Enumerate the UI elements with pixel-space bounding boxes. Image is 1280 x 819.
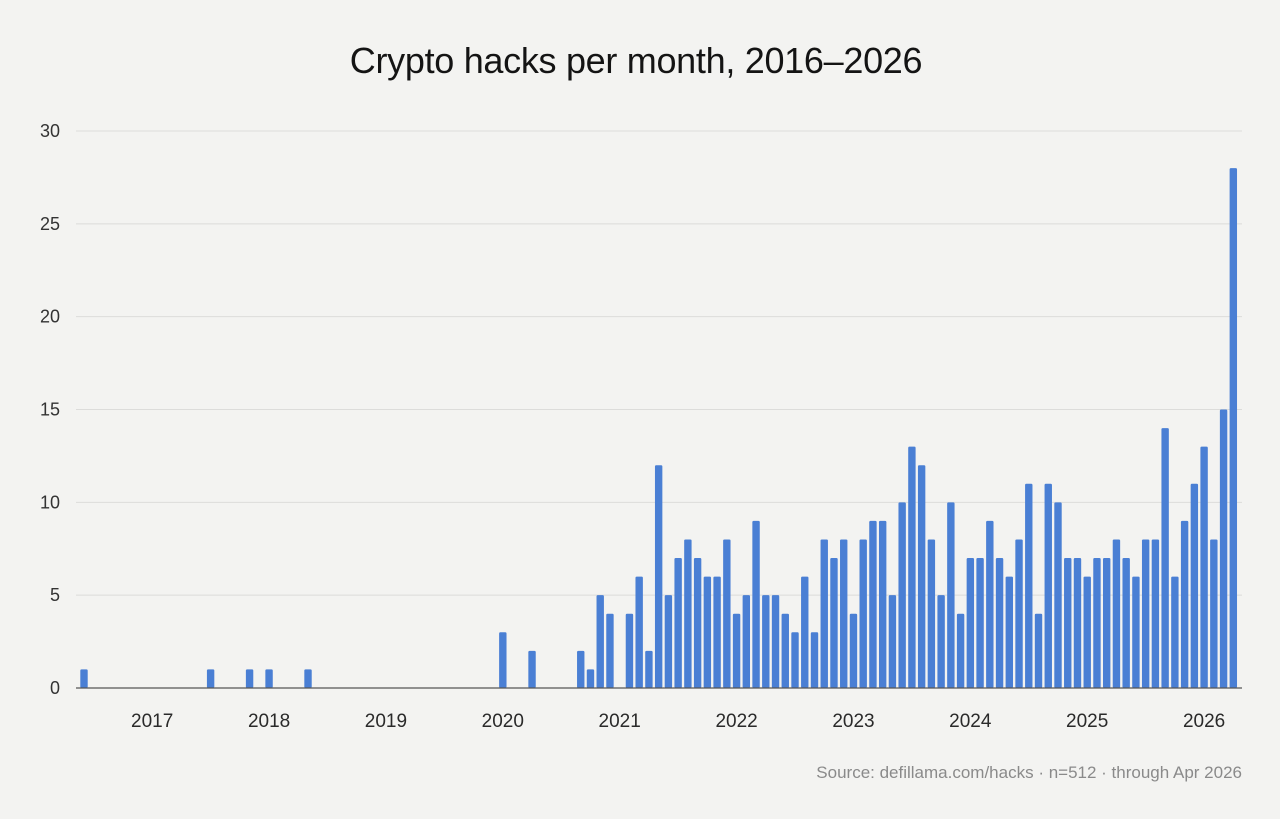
bar-2023-07 (908, 446, 916, 688)
bar-2020-11 (596, 595, 604, 688)
bar-2023-02 (859, 539, 867, 688)
y-tick-label: 15 (40, 400, 60, 420)
bar-2021-04 (645, 650, 653, 688)
bar-2024-08 (1034, 613, 1043, 688)
y-tick-label: 25 (40, 214, 60, 234)
bar-2022-12 (840, 539, 848, 688)
bar-2021-12 (723, 539, 731, 688)
bar-2023-04 (878, 520, 887, 688)
bar-2021-08 (684, 539, 692, 688)
bar-2023-11 (947, 502, 955, 688)
bar-2023-08 (917, 465, 926, 688)
bar-2020-10 (586, 669, 595, 688)
bar-2022-04 (762, 595, 770, 688)
y-tick-label: 20 (40, 307, 60, 327)
bar-2021-07 (674, 558, 682, 688)
bar-2018-01 (265, 669, 273, 688)
bar-2024-10 (1054, 502, 1062, 688)
bar-2022-02 (742, 595, 751, 688)
bar-2024-01 (966, 558, 975, 688)
bar-2023-03 (869, 520, 877, 688)
bar-2018-05 (304, 669, 312, 688)
x-tick-label: 2018 (248, 711, 290, 732)
bar-2022-03 (752, 520, 760, 688)
bar-2024-11 (1064, 558, 1072, 688)
bar-2023-05 (888, 595, 897, 688)
bar-2026-03 (1219, 409, 1228, 688)
bar-2025-02 (1093, 558, 1101, 688)
bar-2025-10 (1171, 576, 1179, 688)
bar-2022-11 (830, 558, 838, 688)
bar-2016-06 (80, 669, 88, 688)
x-tick-label: 2026 (1183, 711, 1225, 732)
bar-2020-09 (577, 650, 585, 688)
bar-2023-09 (927, 539, 936, 688)
bar-2024-05 (1005, 576, 1013, 688)
bar-2023-06 (898, 502, 906, 688)
bar-2026-02 (1210, 539, 1218, 688)
bar-2021-02 (625, 613, 634, 688)
chart-title: Crypto hacks per month, 2016–2026 (349, 40, 923, 81)
bar-2025-08 (1151, 539, 1160, 688)
x-axis-ticks: 2017 2018 2019 2020 2021 2022 2023 2024 2025 2026 (131, 711, 1225, 732)
bar-2021-10 (703, 576, 712, 688)
y-tick-label: 0 (50, 678, 60, 698)
bar-2025-06 (1132, 576, 1140, 688)
y-tick-label: 5 (50, 585, 60, 605)
bar-2022-06 (781, 613, 789, 688)
bar-2017-07 (206, 669, 215, 688)
bar-2017-11 (245, 669, 254, 688)
bar-2025-09 (1161, 428, 1169, 688)
bar-2021-09 (693, 558, 702, 688)
bar-2021-06 (664, 595, 673, 688)
bar-2023-12 (956, 613, 965, 688)
bar-2023-01 (849, 613, 858, 688)
x-tick-label: 2022 (715, 711, 757, 732)
bar-2021-03 (635, 576, 643, 688)
x-tick-label: 2021 (599, 711, 641, 732)
x-tick-label: 2019 (365, 711, 407, 732)
bar-2024-04 (995, 558, 1004, 688)
x-tick-label: 2025 (1066, 711, 1108, 732)
bar-2025-07 (1141, 539, 1150, 688)
x-tick-label: 2023 (832, 711, 874, 732)
bar-2020-04 (528, 650, 536, 688)
bar-2025-05 (1122, 558, 1130, 688)
bar-2025-11 (1180, 520, 1189, 688)
bar-2025-12 (1190, 483, 1199, 688)
bar-2025-01 (1083, 576, 1091, 688)
y-tick-label: 10 (40, 492, 60, 512)
bar-2020-12 (606, 613, 614, 688)
bar-2025-03 (1103, 558, 1111, 688)
bar-2024-07 (1025, 483, 1033, 688)
x-tick-label: 2024 (949, 711, 992, 732)
source-note: Source: defillama.com/hacks · n=512 · th… (816, 763, 1242, 782)
bar-2022-09 (810, 632, 819, 688)
bar-2023-10 (937, 595, 945, 688)
bar-2024-02 (976, 558, 984, 688)
bar-2024-03 (986, 520, 994, 688)
bar-2022-01 (732, 613, 741, 688)
y-tick-label: 30 (40, 121, 60, 141)
bar-2020-01 (499, 632, 507, 688)
bar-2022-05 (771, 595, 780, 688)
bar-2024-06 (1015, 539, 1023, 688)
bar-2025-04 (1112, 539, 1121, 688)
bar-2022-10 (820, 539, 828, 688)
bar-2021-05 (654, 465, 663, 688)
bar-2022-07 (791, 632, 799, 688)
y-axis-ticks: 0 5 10 15 20 25 30 (40, 121, 60, 698)
bars (80, 168, 1238, 688)
bar-2024-12 (1073, 558, 1082, 688)
bar-2026-01 (1200, 446, 1208, 688)
bar-2022-08 (801, 576, 809, 688)
x-tick-label: 2017 (131, 711, 173, 732)
bar-2026-04 (1229, 168, 1238, 688)
bar-2021-11 (713, 576, 721, 688)
x-tick-label: 2020 (482, 711, 524, 732)
bar-2024-09 (1044, 483, 1052, 688)
